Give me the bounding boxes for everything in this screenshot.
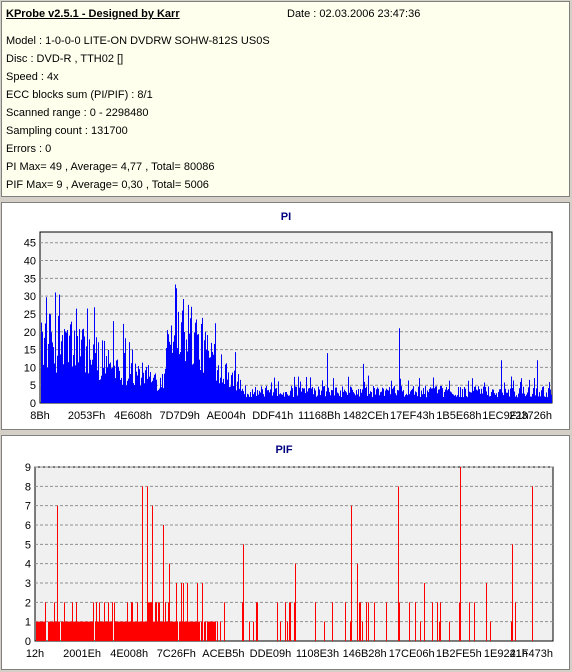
x-tick-label: AE004h (207, 410, 246, 422)
info-panel: KProbe v2.5.1 - Designed by Karr Date : … (1, 1, 570, 197)
pi-chart-panel: PI 0 5 10 15 20 25 30 35 40 45 8Bh 2053Fh 4E608h 7D7D9… (1, 202, 570, 430)
y-tick-label: 40 (24, 256, 36, 268)
y-tick-label: 30 (24, 291, 36, 303)
bar-series (36, 467, 533, 641)
info-errors: Errors : 0 (6, 143, 52, 155)
info-sampling: Sampling count : 131700 (6, 125, 128, 137)
info-pif-stats: PIF Max= 9 , Average= 0,30 , Total= 5006 (6, 179, 209, 191)
x-tick-label: 4E608h (114, 410, 152, 422)
x-tick-label: 12h (26, 648, 44, 660)
x-tick-label: DDF41h (252, 410, 293, 422)
x-tick-label: 146B28h (343, 648, 387, 660)
y-tick-label: 8 (25, 481, 31, 493)
x-tick-label: 8Bh (30, 410, 50, 422)
x-tick-label: ACEB5h (202, 648, 244, 660)
x-tick-label: 2001Eh (63, 648, 101, 660)
x-tick-label: 7C26Fh (157, 648, 196, 660)
y-tick-label: 4 (25, 559, 31, 571)
x-tick-label: 17CE06h (389, 648, 435, 660)
y-tick-label: 6 (25, 520, 31, 532)
x-tick-label: 223726h (509, 410, 552, 422)
scan-date: Date : 02.03.2006 23:47:36 (287, 8, 421, 20)
x-tick-label: 1B2FE5h (436, 648, 482, 660)
info-range: Scanned range : 0 - 2298480 (6, 107, 149, 119)
x-tick-label: 1108E3h (296, 648, 339, 660)
y-tick-label: 3 (25, 578, 31, 590)
x-tick-label: 1E9241h (484, 648, 528, 660)
pi-chart: PI 0 5 10 15 20 25 30 35 40 45 8Bh 2053Fh 4E608h 7D7D9… (24, 211, 553, 422)
x-tick-label: 1EC9F1h (482, 410, 528, 422)
x-tick-label: DDE09h (250, 648, 292, 660)
chart-title: PIF (275, 444, 292, 456)
info-disc: Disc : DVD-R , TTH02 [] (6, 53, 124, 65)
info-pi-stats: PI Max= 49 , Average= 4,77 , Total= 8008… (6, 161, 215, 173)
info-speed: Speed : 4x (6, 71, 59, 83)
x-tick-label: 21F473h (510, 648, 553, 660)
x-tick-label: 2053Fh (68, 410, 105, 422)
info-model: Model : 1-0-0-0 LITE-ON DVDRW SOHW-812S … (6, 35, 270, 47)
y-tick-label: 9 (25, 462, 31, 474)
y-tick-label: 0 (30, 398, 36, 410)
pif-chart: PIF 0 1 2 3 4 5 6 7 8 9 12h 2001Eh 4E008h 7C26Fh ACEB5h… (25, 444, 554, 660)
y-tick-label: 20 (24, 327, 36, 339)
y-tick-label: 15 (24, 345, 36, 357)
y-tick-label: 5 (30, 380, 36, 392)
x-tick-label: 4E008h (110, 648, 148, 660)
x-tick-label: 1482CEh (343, 410, 389, 422)
y-tick-label: 5 (25, 539, 31, 551)
x-tick-label: 1B5E68h (436, 410, 481, 422)
app-title: KProbe v2.5.1 - Designed by Karr (6, 8, 180, 20)
y-tick-label: 0 (25, 636, 31, 648)
pif-chart-panel: PIF 0 1 2 3 4 5 6 7 8 9 12h 2001Eh 4E008h 7C26Fh ACEB5h… (1, 435, 570, 670)
y-tick-label: 10 (24, 362, 36, 374)
y-tick-label: 7 (25, 501, 31, 513)
y-tick-label: 25 (24, 309, 36, 321)
y-tick-label: 45 (24, 238, 36, 250)
chart-title: PI (281, 211, 291, 223)
bar-series (41, 284, 552, 403)
x-tick-label: 11168Bh (298, 410, 340, 422)
y-tick-label: 1 (25, 617, 31, 629)
info-ecc: ECC blocks sum (PI/PIF) : 8/1 (6, 89, 153, 101)
x-tick-label: 17EF43h (390, 410, 435, 422)
x-tick-label: 7D7D9h (159, 410, 199, 422)
y-tick-label: 35 (24, 273, 36, 285)
y-tick-label: 2 (25, 597, 31, 609)
